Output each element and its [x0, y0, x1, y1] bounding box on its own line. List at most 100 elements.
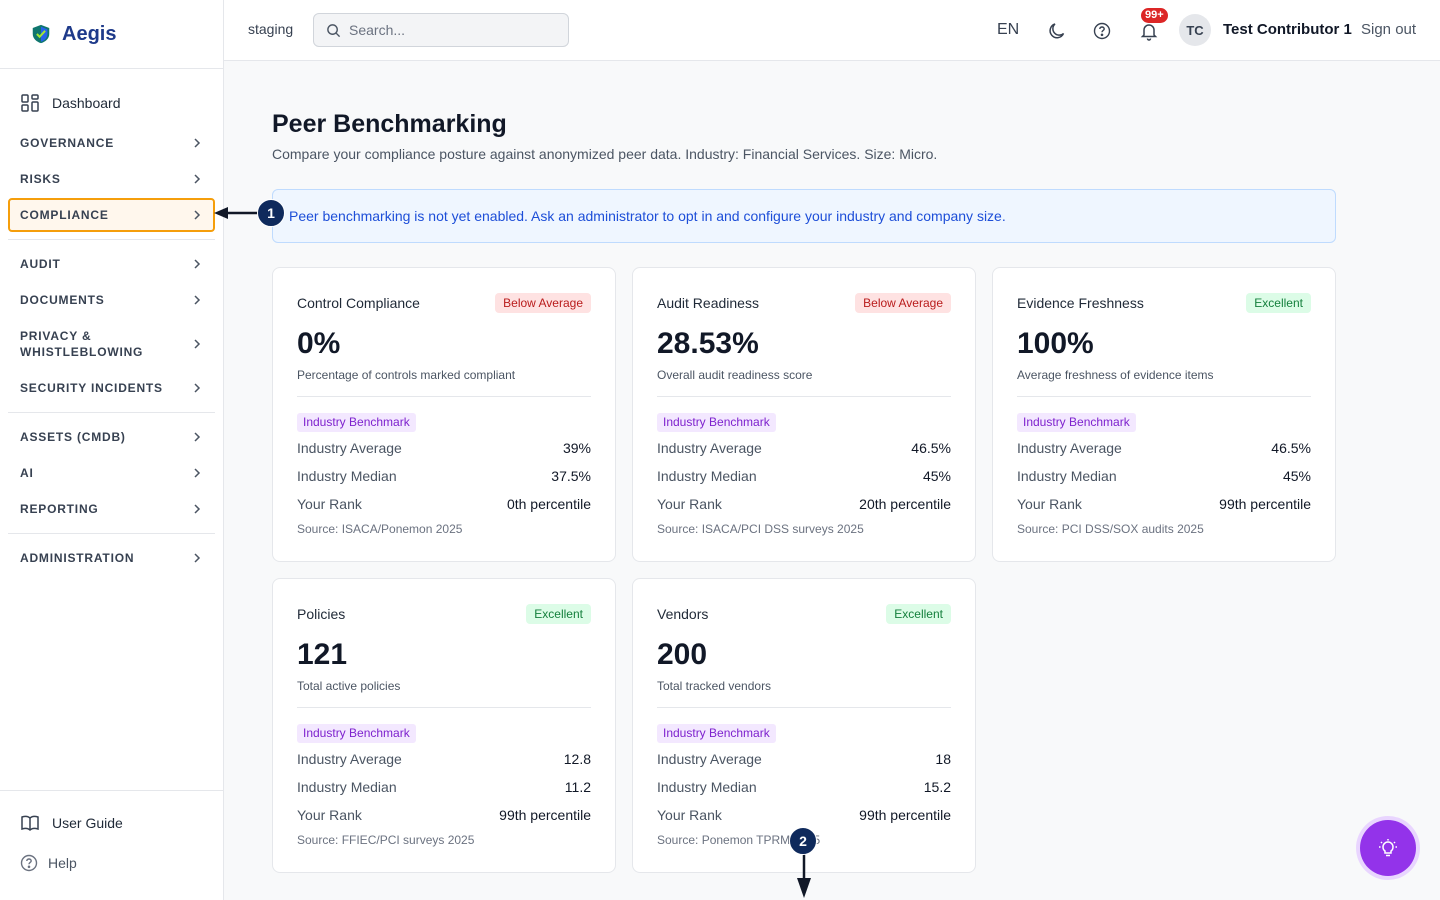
row-label: Your Rank: [297, 807, 362, 823]
sidebar-item-privacy[interactable]: PRIVACY & WHISTLEBLOWING: [8, 318, 215, 370]
assistant-button[interactable]: [1360, 820, 1416, 876]
avatar[interactable]: TC: [1179, 14, 1211, 46]
help-circle-icon[interactable]: [1093, 22, 1111, 40]
sidebar-item-label: REPORTING: [20, 502, 99, 516]
card-title: Control Compliance: [297, 295, 420, 311]
metric-card-audit-readiness: Audit Readiness Below Average 28.53% Over…: [632, 267, 976, 562]
sign-out-button[interactable]: Sign out: [1361, 21, 1417, 38]
source-note: Source: ISACA/PCI DSS surveys 2025: [657, 522, 864, 536]
sidebar-item-label: PRIVACY & WHISTLEBLOWING: [20, 329, 144, 359]
row-label: Your Rank: [657, 807, 722, 823]
status-badge: Below Average: [495, 293, 591, 313]
industry-benchmark-tag: Industry Benchmark: [1017, 413, 1136, 432]
notification-badge: 99+: [1141, 8, 1168, 23]
sidebar-item-dashboard[interactable]: Dashboard: [8, 87, 215, 119]
row-value: 37.5%: [551, 468, 591, 484]
help-circle-icon: [20, 854, 38, 872]
your-rank-row: Your Rank 20th percentile: [657, 490, 951, 518]
sidebar-item-label: COMPLIANCE: [20, 208, 109, 222]
card-title: Policies: [297, 606, 346, 622]
source-note: Source: ISACA/Ponemon 2025: [297, 522, 463, 536]
nav-divider: [8, 533, 215, 534]
sidebar-item-assets[interactable]: ASSETS (CMDB): [8, 419, 215, 455]
chevron-right-icon: [194, 504, 201, 514]
metric-value: 28.53%: [657, 327, 759, 360]
card-divider: [1017, 396, 1311, 397]
row-value: 45%: [922, 468, 951, 484]
row-value: 15.2: [923, 779, 951, 795]
sidebar-item-security-incidents[interactable]: SECURITY INCIDENTS: [8, 370, 215, 406]
annotation-marker-2: 2: [789, 827, 817, 855]
sidebar-item-compliance[interactable]: COMPLIANCE: [8, 198, 215, 232]
row-value: 12.8: [563, 751, 591, 767]
industry-median-row: Industry Median 15.2: [657, 773, 951, 801]
info-alert: Peer benchmarking is not yet enabled. As…: [272, 189, 1336, 243]
industry-median-row: Industry Median 45%: [657, 462, 951, 490]
chevron-right-icon: [194, 383, 201, 393]
row-label: Industry Median: [657, 779, 757, 795]
metric-description: Total active policies: [297, 679, 401, 693]
sidebar-item-ai[interactable]: AI: [8, 455, 215, 491]
industry-benchmark-tag: Industry Benchmark: [297, 413, 416, 432]
sidebar-item-governance[interactable]: GOVERNANCE: [8, 125, 215, 161]
status-badge: Excellent: [886, 604, 951, 624]
row-label: Your Rank: [297, 496, 362, 512]
metric-card-evidence-freshness: Evidence Freshness Excellent 100% Average…: [992, 267, 1336, 562]
industry-benchmark-tag: Industry Benchmark: [297, 724, 416, 743]
nav-divider: [8, 239, 215, 240]
row-label: Industry Average: [657, 751, 762, 767]
moon-icon[interactable]: [1047, 21, 1067, 41]
annotation-marker-1: 1: [257, 199, 285, 227]
row-label: Your Rank: [657, 496, 722, 512]
industry-median-row: Industry Median 11.2: [297, 773, 591, 801]
sidebar-item-administration[interactable]: ADMINISTRATION: [8, 540, 215, 576]
industry-average-row: Industry Average 46.5%: [657, 434, 951, 462]
your-rank-row: Your Rank 99th percentile: [657, 801, 951, 829]
card-divider: [657, 707, 951, 708]
card-divider: [297, 707, 591, 708]
your-rank-row: Your Rank 0th percentile: [297, 490, 591, 518]
metric-card-control-compliance: Control Compliance Below Average 0% Perce…: [272, 267, 616, 562]
user-guide-label: User Guide: [52, 815, 123, 831]
status-badge: Below Average: [855, 293, 951, 313]
sidebar-item-risks[interactable]: RISKS: [8, 161, 215, 197]
language-switcher[interactable]: EN: [997, 21, 1020, 38]
sidebar-item-reporting[interactable]: REPORTING: [8, 491, 215, 527]
chevron-right-icon: [194, 138, 201, 148]
page-subtitle: Compare your compliance posture against …: [272, 146, 938, 162]
row-label: Your Rank: [1017, 496, 1082, 512]
search-box[interactable]: [313, 13, 569, 47]
top-bar: staging EN 99+ TC Test Contributor 1 Sig…: [224, 0, 1440, 61]
help-label: Help: [48, 855, 77, 871]
industry-average-row: Industry Average 39%: [297, 434, 591, 462]
user-guide-link[interactable]: User Guide: [20, 813, 223, 833]
sidebar-item-audit[interactable]: AUDIT: [8, 246, 215, 282]
chevron-right-icon: [194, 468, 201, 478]
row-value: 18: [935, 751, 951, 767]
sidebar-item-documents[interactable]: DOCUMENTS: [8, 282, 215, 318]
sidebar-item-label: AI: [20, 466, 34, 480]
row-label: Industry Average: [1017, 440, 1122, 456]
brand[interactable]: Aegis: [0, 0, 223, 69]
chevron-right-icon: [194, 339, 201, 349]
help-link[interactable]: Help: [20, 853, 223, 873]
metric-description: Total tracked vendors: [657, 679, 772, 693]
page-title: Peer Benchmarking: [272, 110, 507, 138]
status-badge: Excellent: [1246, 293, 1311, 313]
metric-description: Overall audit readiness score: [657, 368, 813, 382]
industry-average-row: Industry Average 12.8: [297, 745, 591, 773]
sidebar-item-label: SECURITY INCIDENTS: [20, 381, 163, 395]
user-name[interactable]: Test Contributor 1: [1223, 21, 1352, 38]
bell-icon[interactable]: [1139, 21, 1159, 41]
dashboard-grid-icon: [21, 94, 39, 112]
industry-average-row: Industry Average 46.5%: [1017, 434, 1311, 462]
metric-description: Average freshness of evidence items: [1017, 368, 1214, 382]
your-rank-row: Your Rank 99th percentile: [297, 801, 591, 829]
row-value: 46.5%: [1271, 440, 1311, 456]
sidebar-item-label: DOCUMENTS: [20, 293, 105, 307]
search-input[interactable]: [349, 22, 549, 38]
row-label: Industry Average: [657, 440, 762, 456]
sidebar-item-label: GOVERNANCE: [20, 136, 115, 150]
row-label: Industry Median: [297, 468, 397, 484]
metric-value: 0%: [297, 327, 341, 360]
